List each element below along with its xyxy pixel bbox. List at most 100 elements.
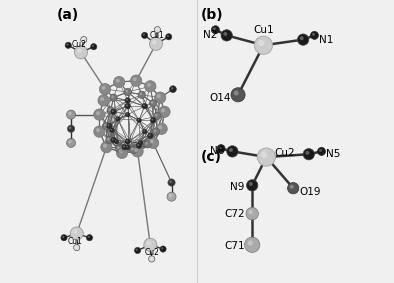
Circle shape xyxy=(246,207,258,220)
Text: Cu2: Cu2 xyxy=(144,248,159,257)
Circle shape xyxy=(157,94,161,98)
Circle shape xyxy=(300,36,304,40)
Circle shape xyxy=(69,127,71,129)
Circle shape xyxy=(125,103,130,109)
Circle shape xyxy=(219,146,221,149)
Circle shape xyxy=(111,137,116,143)
Circle shape xyxy=(160,246,166,252)
Circle shape xyxy=(74,46,87,59)
Circle shape xyxy=(312,33,315,36)
Circle shape xyxy=(67,125,75,132)
Text: N1: N1 xyxy=(319,35,333,45)
Circle shape xyxy=(124,88,131,96)
Circle shape xyxy=(145,142,148,145)
Circle shape xyxy=(152,40,157,44)
Circle shape xyxy=(261,152,267,158)
Circle shape xyxy=(100,97,104,101)
Circle shape xyxy=(138,91,145,98)
Circle shape xyxy=(115,117,120,121)
Circle shape xyxy=(223,32,227,36)
Circle shape xyxy=(111,109,116,115)
Circle shape xyxy=(126,99,128,101)
Circle shape xyxy=(138,141,143,145)
Circle shape xyxy=(303,149,314,160)
Circle shape xyxy=(126,146,128,147)
Circle shape xyxy=(116,147,128,158)
Circle shape xyxy=(143,130,145,132)
Text: O14: O14 xyxy=(209,93,230,103)
Circle shape xyxy=(249,182,253,186)
Circle shape xyxy=(74,245,80,251)
Circle shape xyxy=(161,108,165,112)
Circle shape xyxy=(156,28,158,30)
Text: (a): (a) xyxy=(57,8,79,22)
Circle shape xyxy=(91,44,97,50)
Circle shape xyxy=(123,145,125,147)
Circle shape xyxy=(136,143,142,149)
Circle shape xyxy=(68,140,72,143)
Circle shape xyxy=(77,48,82,53)
Circle shape xyxy=(212,26,219,34)
Circle shape xyxy=(134,247,141,254)
Circle shape xyxy=(131,148,134,150)
Circle shape xyxy=(122,144,128,150)
Circle shape xyxy=(318,147,325,155)
Text: (c): (c) xyxy=(201,150,222,164)
Circle shape xyxy=(169,194,172,197)
Text: N2: N2 xyxy=(203,30,217,40)
Circle shape xyxy=(125,90,128,92)
Circle shape xyxy=(159,106,170,117)
Circle shape xyxy=(62,236,64,238)
Circle shape xyxy=(290,185,294,189)
Circle shape xyxy=(288,183,299,194)
Circle shape xyxy=(133,77,137,81)
Circle shape xyxy=(99,83,111,95)
Circle shape xyxy=(150,117,156,123)
Circle shape xyxy=(106,136,113,144)
Circle shape xyxy=(249,210,253,214)
Circle shape xyxy=(149,256,155,262)
Text: Cu2: Cu2 xyxy=(275,148,296,158)
Circle shape xyxy=(110,128,114,132)
Circle shape xyxy=(138,119,139,121)
Circle shape xyxy=(319,149,322,152)
Circle shape xyxy=(113,76,125,88)
Circle shape xyxy=(86,235,93,241)
Circle shape xyxy=(125,112,130,117)
Text: C71: C71 xyxy=(224,241,245,251)
Circle shape xyxy=(245,237,260,252)
Circle shape xyxy=(75,246,77,248)
Circle shape xyxy=(112,110,114,112)
Circle shape xyxy=(142,103,147,109)
Circle shape xyxy=(147,241,151,245)
Circle shape xyxy=(73,230,77,234)
Circle shape xyxy=(257,148,275,166)
Circle shape xyxy=(96,128,100,132)
Circle shape xyxy=(168,179,175,186)
Circle shape xyxy=(167,192,176,201)
Circle shape xyxy=(144,141,151,148)
Circle shape xyxy=(151,119,153,121)
Circle shape xyxy=(102,86,106,90)
Circle shape xyxy=(68,112,72,115)
Circle shape xyxy=(134,148,138,152)
Circle shape xyxy=(310,31,318,39)
Circle shape xyxy=(154,27,160,33)
Circle shape xyxy=(169,86,177,93)
Circle shape xyxy=(103,144,107,148)
Circle shape xyxy=(150,140,154,143)
Circle shape xyxy=(147,137,159,149)
Text: (b): (b) xyxy=(201,8,224,22)
Circle shape xyxy=(167,35,169,37)
Circle shape xyxy=(156,123,167,134)
Circle shape xyxy=(96,111,100,115)
Circle shape xyxy=(67,110,76,119)
Text: O19: O19 xyxy=(299,187,321,198)
Circle shape xyxy=(229,148,233,152)
Circle shape xyxy=(125,98,130,103)
Circle shape xyxy=(110,94,117,101)
Circle shape xyxy=(125,145,130,149)
Circle shape xyxy=(116,117,118,119)
Circle shape xyxy=(213,27,216,30)
Circle shape xyxy=(106,123,112,129)
